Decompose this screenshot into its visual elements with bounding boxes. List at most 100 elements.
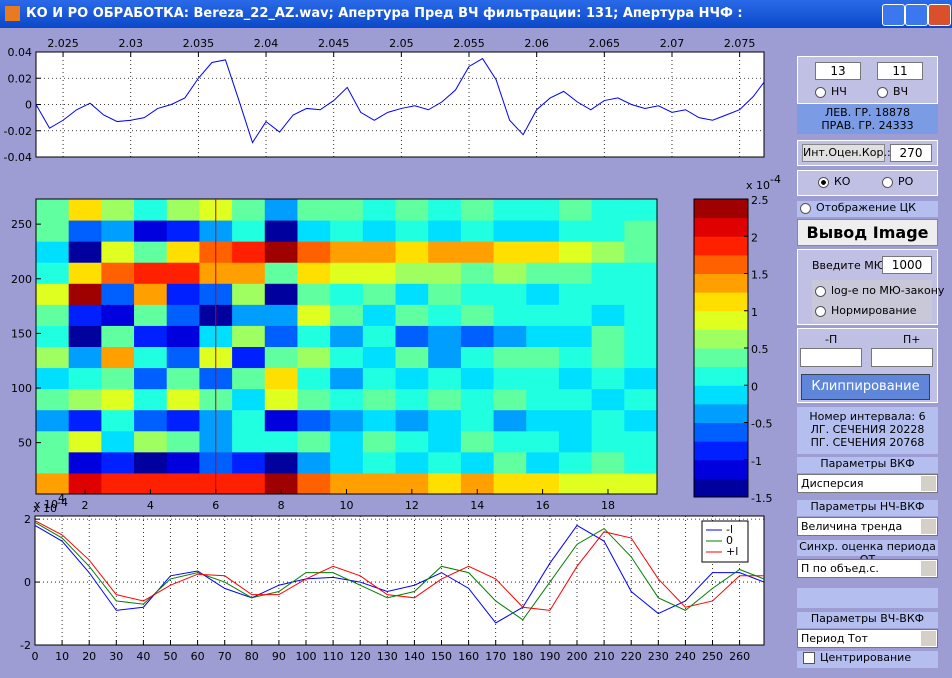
ck-radio[interactable]: Отображение ЦК: [797, 201, 938, 217]
heatmap-cell: [68, 430, 102, 453]
heatmap-cell: [591, 220, 625, 242]
sync-select[interactable]: П по объед.с.: [797, 559, 938, 578]
ko-radio[interactable]: КО: [818, 175, 850, 188]
heatmap-cell: [68, 346, 102, 369]
heatmap-cell: [101, 262, 135, 284]
colorbar-segment: [694, 459, 748, 465]
colorbar-segment: [694, 310, 748, 316]
heatmap-cell: [297, 346, 331, 369]
colorbar-segment: [694, 483, 748, 489]
heatmap-cell: [232, 388, 266, 411]
corr-label[interactable]: Инт.Оцен.Кор.:: [802, 144, 891, 162]
colorbar-segment: [694, 348, 748, 354]
x-tick-label: 250: [702, 650, 723, 663]
maximize-button[interactable]: [905, 4, 928, 26]
heatmap-cell: [264, 241, 298, 263]
y-tick-label: 0.02: [8, 72, 33, 85]
colorbar-segment: [694, 278, 748, 284]
heatmap-cell: [166, 283, 200, 305]
heatmap-cell: [36, 199, 70, 221]
colorbar-segment: [694, 226, 748, 233]
heatmap-cell: [101, 325, 135, 347]
x-tick-label: 10: [340, 499, 354, 512]
heatmap-cell: [330, 220, 364, 242]
colorbar-segment: [694, 282, 748, 288]
clip-button[interactable]: Клиппирование: [801, 374, 930, 400]
log-radio[interactable]: log-e по МЮ-закону: [815, 284, 944, 297]
heatmap-cell: [395, 304, 429, 326]
y-tick-label: 150: [11, 327, 32, 340]
x-tick-label: 10: [55, 650, 69, 663]
colorbar-segment: [694, 366, 748, 372]
heatmap-cell: [134, 472, 168, 495]
heatmap-cell: [526, 367, 560, 390]
colorbar-segment: [694, 445, 748, 451]
heatmap-cell: [232, 199, 266, 221]
heatmap-cell: [460, 472, 495, 495]
heatmap-cell: [591, 409, 625, 432]
colorbar-segment: [694, 408, 748, 414]
lf-radio[interactable]: НЧ: [815, 85, 847, 98]
heatmap-cell: [232, 346, 266, 369]
heatmap-cell: [101, 451, 135, 474]
heatmap-cell: [330, 241, 364, 263]
minimize-button[interactable]: [882, 4, 905, 26]
hf-vkf-select[interactable]: Период Тот: [797, 629, 938, 648]
heatmap-cell: [558, 409, 593, 432]
ro-radio[interactable]: РО: [882, 175, 913, 188]
colorbar-segment: [694, 478, 748, 484]
lf-vkf-select[interactable]: Величина тренда: [797, 517, 938, 536]
heatmap-cell: [395, 220, 429, 242]
heatmap-cell: [526, 451, 560, 474]
heatmap-cell: [36, 409, 70, 432]
output-image-button[interactable]: Вывод Image: [797, 219, 938, 246]
heatmap-cell: [526, 430, 560, 453]
x-tick-label: 14: [470, 499, 484, 512]
x-tick-label: 2.065: [589, 37, 621, 50]
x-tick-label: 90: [272, 650, 286, 663]
heatmap-cell: [297, 199, 331, 221]
centering-checkbox[interactable]: Центрирование: [797, 651, 938, 668]
heatmap-cell: [36, 388, 70, 411]
heatmap-cell: [264, 430, 298, 453]
hf-radio[interactable]: ВЧ: [877, 85, 908, 98]
close-button[interactable]: [928, 4, 951, 26]
x-tick-label: 80: [245, 650, 259, 663]
corr-input[interactable]: 270: [890, 144, 932, 162]
y-tick-label: 2: [24, 513, 31, 526]
x-tick-label: 18: [601, 499, 615, 512]
hf-input[interactable]: 11: [877, 62, 923, 80]
vkf-select[interactable]: Дисперсия: [797, 474, 938, 493]
colorbar-segment: [694, 306, 748, 312]
minus-p-input[interactable]: [800, 348, 862, 367]
lf-input[interactable]: 13: [815, 62, 861, 80]
heatmap-cell: [134, 304, 168, 326]
colorbar-segment: [694, 343, 748, 349]
plus-p-input[interactable]: [871, 348, 933, 367]
heatmap-cell: [101, 367, 135, 390]
heatmap-cell: [362, 346, 397, 369]
heatmap-cell: [297, 451, 331, 474]
sync-label: Синхр. оценка периода ОТ: [797, 540, 938, 566]
blank-field: [797, 588, 938, 608]
heatmap-cell: [166, 346, 200, 369]
heatmap-cell: [68, 199, 102, 221]
norm-radio[interactable]: Нормирование: [815, 304, 916, 317]
heatmap-cell: [330, 451, 364, 474]
app-icon: [5, 6, 20, 21]
heatmap-cell: [232, 430, 266, 453]
heatmap-cell: [526, 472, 560, 495]
x-tick-label: 0: [32, 650, 39, 663]
heatmap-cell: [264, 325, 298, 347]
heatmap-cell: [362, 304, 397, 326]
x-tick-label: 2.06: [524, 37, 549, 50]
heatmap-cell: [624, 451, 658, 474]
heatmap-cell: [526, 283, 560, 305]
heatmap-cell: [558, 283, 593, 305]
heatmap-cell: [624, 472, 658, 495]
colorbar-segment: [694, 441, 748, 447]
heatmap-cell: [232, 304, 266, 326]
heatmap-cell: [101, 346, 135, 369]
y-tick-label: 0: [24, 576, 31, 589]
mu-input[interactable]: 1000: [882, 256, 932, 274]
